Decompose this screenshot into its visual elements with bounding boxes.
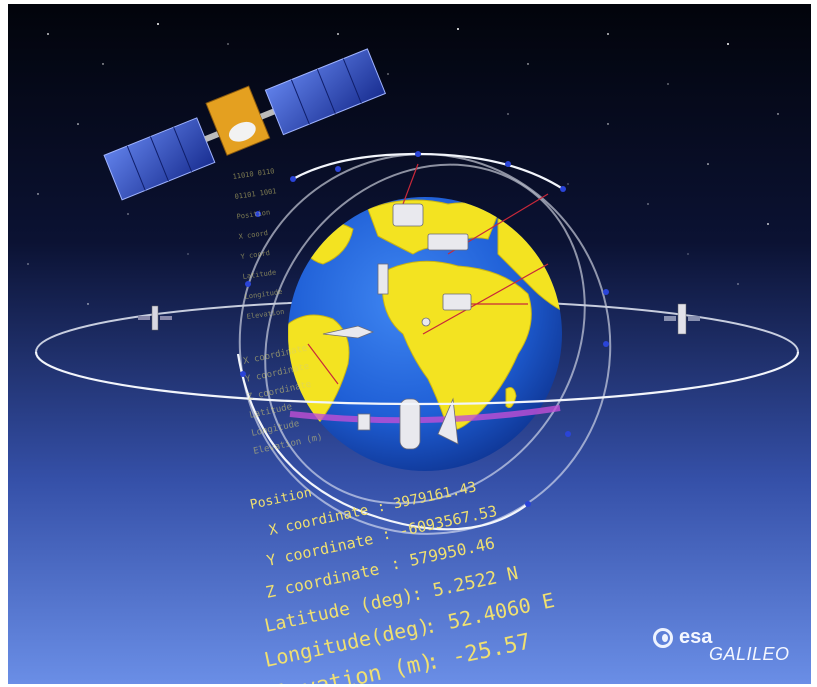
satellite-main	[103, 48, 387, 201]
logo-program: GALILEO	[709, 644, 790, 664]
orbit-satellite-markers	[240, 151, 609, 507]
esa-mark-icon	[653, 628, 673, 648]
galileo-illustration: 11010 0110 01101 1001 Position X coord Y…	[8, 4, 811, 684]
logo-agency: esa	[679, 626, 713, 648]
esa-galileo-logo: esa GALILEO	[649, 622, 799, 666]
satellite-left	[138, 305, 172, 331]
satellite-right	[664, 303, 700, 335]
stars	[27, 23, 779, 305]
